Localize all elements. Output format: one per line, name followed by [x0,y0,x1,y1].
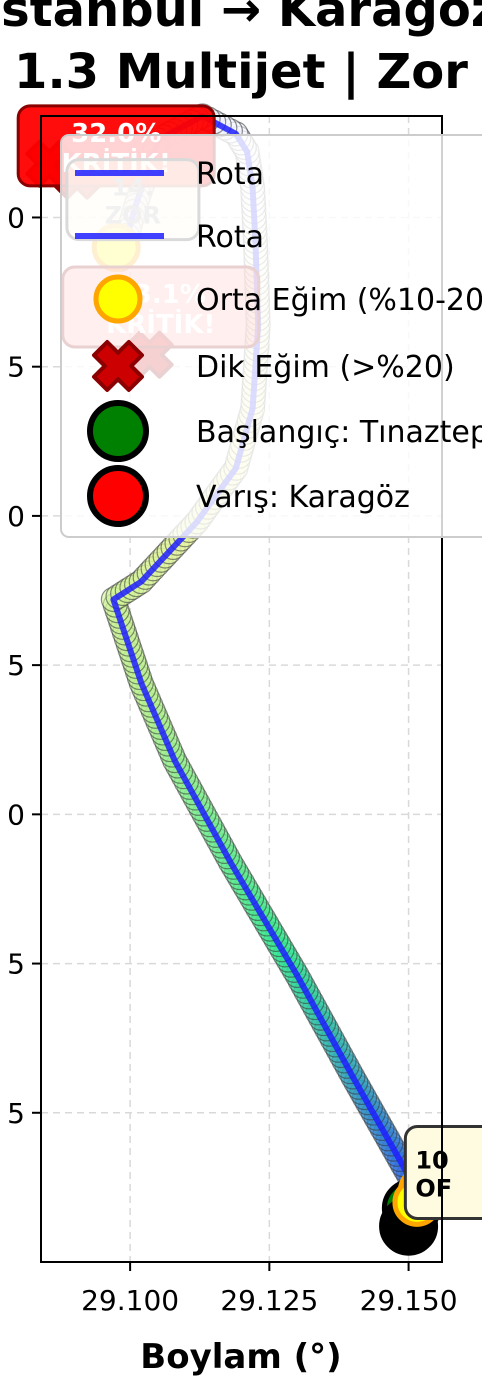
x-tick-label: 29.100 [81,1284,179,1317]
x-tick-label: 29.125 [220,1284,318,1317]
chart-title-line1: İstanbul → Karagöz [0,0,482,38]
legend-item: Dik Eğim (>%20) [92,340,455,392]
legend-swatch-circle [87,400,149,462]
y-tick-label: 0 [7,798,25,831]
annotation-level: OF [415,1174,452,1202]
y-tick-label: 0 [7,500,25,533]
legend-swatch-circle [93,274,143,324]
legend-label: Orta Eğim (%10-20) [196,283,482,318]
legend-swatch-x [92,340,144,392]
y-tick-label: 5 [7,351,25,384]
legend-box [60,134,482,538]
legend-item: Varış: Karagöz [87,465,410,527]
legend: Rota Rota Orta Eğim (%10-20) Dik Eğim (>%20… [60,134,482,538]
y-tick-label: 5 [7,1097,25,1130]
legend-label: Rota [196,220,264,255]
plot-frame [40,115,443,1263]
annotation-value: 10 [415,1146,448,1174]
y-tick-label: 5 [7,649,25,682]
legend-item: Rota [75,220,264,255]
legend-item: Başlangıç: Tınaztepe [87,400,482,462]
x-tick-label: 29.150 [360,1284,458,1317]
legend-item: Rota [75,157,264,192]
legend-swatch-circle [87,465,149,527]
legend-label: Rota [196,157,264,192]
chart-title-line2: 1.3 Multijet | Zor [14,44,468,100]
y-tick-label: 0 [7,201,25,234]
x-axis-label: Boylam (°) [140,1337,341,1377]
legend-label: Başlangıç: Tınaztepe [196,415,482,450]
annotation-box [403,1124,482,1220]
legend-label: Dik Eğim (>%20) [196,350,455,385]
axis-layer: 29.100 29.125 29.150 0 5 0 5 0 5 5 [7,201,457,1317]
legend-item: Orta Eğim (%10-20) [93,274,482,324]
legend-label: Varış: Karagöz [196,480,410,515]
y-tick-label: 5 [7,948,25,981]
